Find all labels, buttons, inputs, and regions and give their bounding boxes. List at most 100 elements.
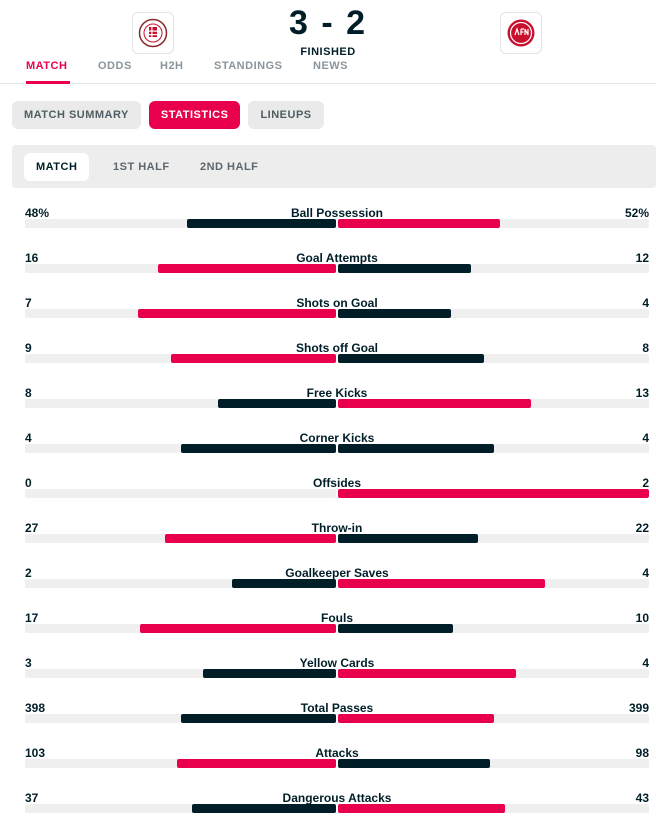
stat-name: Shots off Goal: [296, 341, 378, 355]
home-bar: [180, 444, 336, 453]
stat-away-value: 4: [642, 566, 649, 580]
home-bar: [186, 219, 336, 228]
home-bar-track: [25, 669, 336, 678]
home-team-logo[interactable]: [132, 12, 174, 54]
home-bar-track: [25, 264, 336, 273]
stat-name: Fouls: [321, 611, 353, 625]
stat-row: 2 Goalkeeper Saves 4: [25, 566, 649, 596]
stat-away-value: 22: [635, 521, 649, 535]
stat-away-value: 12: [635, 251, 649, 265]
stat-row: 0 Offsides 2: [25, 476, 649, 506]
home-bar: [217, 399, 336, 408]
home-bar: [138, 309, 336, 318]
stat-away-value: 4: [642, 656, 649, 670]
away-bar: [338, 489, 649, 498]
home-bar: [176, 759, 336, 768]
stat-name: Yellow Cards: [299, 656, 375, 670]
home-bar: [158, 264, 336, 273]
stat-row: 4 Corner Kicks 4: [25, 431, 649, 461]
stat-away-value: 4: [642, 296, 649, 310]
home-bar-track: [25, 579, 336, 588]
stat-row: 3 Yellow Cards 4: [25, 656, 649, 686]
period-1st-half[interactable]: 1ST HALF: [113, 161, 170, 173]
active-tab-indicator: [26, 81, 70, 84]
period-selector: MATCH 1ST HALF 2ND HALF: [12, 145, 656, 188]
stat-row: 37 Dangerous Attacks 43: [25, 791, 649, 821]
stat-home-value: 9: [25, 341, 32, 355]
stat-away-value: 399: [628, 701, 649, 715]
away-bar-track: [338, 579, 649, 588]
stat-home-value: 0: [25, 476, 32, 490]
stat-home-value: 398: [25, 701, 46, 715]
away-bar-track: [338, 354, 649, 363]
stat-row: 48% Ball Possession 52%: [25, 206, 649, 236]
home-bar-track: [25, 444, 336, 453]
stat-name: Throw-in: [311, 521, 363, 535]
home-bar: [180, 714, 336, 723]
tab-odds[interactable]: ODDS: [98, 60, 132, 70]
home-bar-track: [25, 759, 336, 768]
stat-home-value: 16: [25, 251, 39, 265]
away-bar-track: [338, 669, 649, 678]
away-bar-track: [338, 534, 649, 543]
home-bar-track: [25, 354, 336, 363]
stat-name: Total Passes: [300, 701, 374, 715]
stat-home-value: 3: [25, 656, 32, 670]
home-bar: [164, 534, 336, 543]
away-bar: [338, 309, 452, 318]
stat-home-value: 17: [25, 611, 39, 625]
away-bar: [338, 534, 478, 543]
stat-away-value: 52%: [624, 206, 649, 220]
away-bar: [338, 804, 506, 813]
tab-match[interactable]: MATCH: [26, 60, 68, 70]
stat-name: Dangerous Attacks: [282, 791, 392, 805]
match-score: 3 - 2: [288, 4, 368, 42]
home-bar: [171, 354, 336, 363]
home-bar-track: [25, 534, 336, 543]
tab-standings[interactable]: STANDINGS: [214, 60, 283, 70]
stat-name: Offsides: [312, 476, 361, 490]
main-nav-tabs: MATCH ODDS H2H STANDINGS NEWS: [0, 56, 656, 70]
stat-home-value: 103: [25, 746, 46, 760]
home-bar-track: [25, 219, 336, 228]
away-bar-track: [338, 444, 649, 453]
away-bar: [338, 264, 472, 273]
stat-away-value: 4: [642, 431, 649, 445]
tab-h2h[interactable]: H2H: [160, 60, 184, 70]
period-2nd-half[interactable]: 2ND HALF: [200, 161, 259, 173]
home-bar: [232, 579, 336, 588]
stat-away-value: 43: [635, 791, 649, 805]
away-bar: [338, 624, 454, 633]
stat-row: 398 Total Passes 399: [25, 701, 649, 731]
tab-statistics[interactable]: STATISTICS: [148, 101, 241, 129]
stat-name: Shots on Goal: [296, 296, 378, 310]
stat-away-value: 98: [635, 746, 649, 760]
away-bar-track: [338, 264, 649, 273]
stat-home-value: 48%: [25, 206, 50, 220]
fcn-crest-icon: [507, 19, 535, 47]
away-bar-track: [338, 804, 649, 813]
tab-lineups[interactable]: LINEUPS: [248, 101, 324, 129]
stat-home-value: 37: [25, 791, 39, 805]
stat-home-value: 27: [25, 521, 39, 535]
stat-away-value: 8: [642, 341, 649, 355]
away-bar: [338, 399, 531, 408]
stat-row: 7 Shots on Goal 4: [25, 296, 649, 326]
tab-news[interactable]: NEWS: [313, 60, 348, 70]
away-bar-track: [338, 624, 649, 633]
stat-away-value: 10: [635, 611, 649, 625]
home-bar-track: [25, 714, 336, 723]
period-match[interactable]: MATCH: [24, 153, 90, 181]
home-bar-track: [25, 309, 336, 318]
away-bar-track: [338, 309, 649, 318]
tab-match-summary[interactable]: MATCH SUMMARY: [12, 101, 141, 129]
stat-row: 16 Goal Attempts 12: [25, 251, 649, 281]
stat-name: Attacks: [315, 746, 359, 760]
stat-row: 8 Free Kicks 13: [25, 386, 649, 416]
home-bar: [140, 624, 336, 633]
stat-home-value: 2: [25, 566, 32, 580]
match-header: 3 - 2 FINISHED MATCH ODDS H2H STANDINGS …: [0, 0, 656, 84]
away-team-logo[interactable]: [500, 12, 542, 54]
st-pauli-crest-icon: [138, 18, 168, 48]
away-bar: [338, 579, 546, 588]
